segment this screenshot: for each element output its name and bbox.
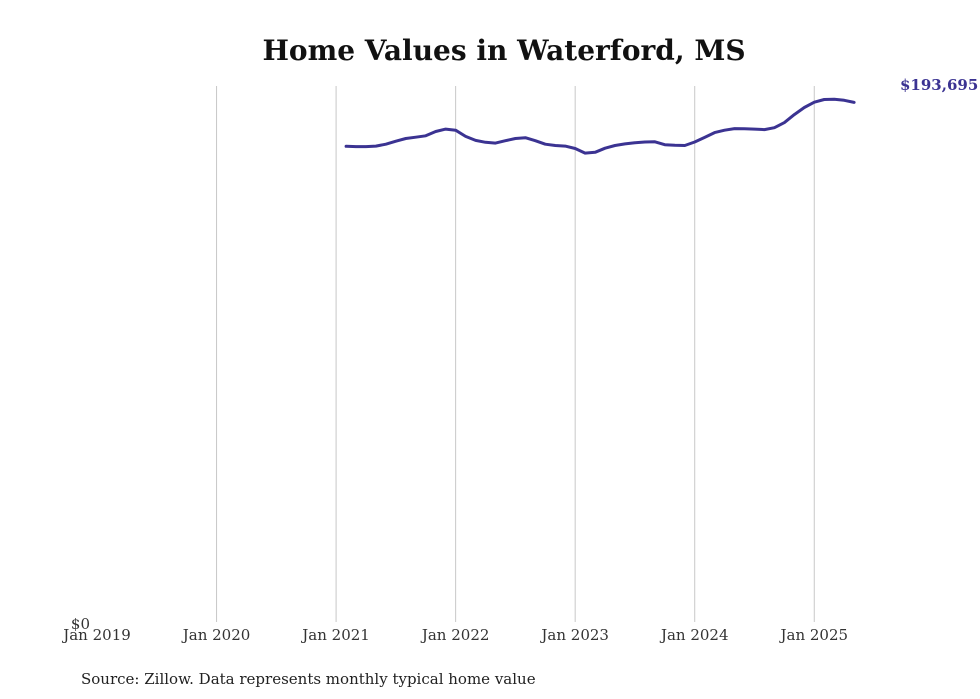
x-tick-label: Jan 2023	[539, 626, 609, 644]
data-point	[405, 138, 407, 140]
x-tick-label: Jan 2020	[181, 626, 251, 644]
data-point	[584, 152, 586, 154]
data-point	[365, 146, 367, 148]
y-tick-label-zero: $0	[71, 615, 90, 633]
series-line	[344, 97, 856, 155]
data-point	[594, 151, 596, 153]
series-layer	[344, 97, 856, 155]
data-point	[644, 141, 646, 143]
data-point	[445, 128, 447, 130]
data-point	[714, 132, 716, 134]
data-point	[764, 129, 766, 131]
data-point	[435, 131, 437, 133]
data-point	[833, 98, 835, 100]
chart-title: Home Values in Waterford, MS	[262, 34, 745, 67]
data-point	[385, 143, 387, 145]
data-point	[514, 138, 516, 140]
data-point	[614, 145, 616, 147]
data-point	[654, 141, 656, 143]
data-point	[793, 114, 795, 116]
x-tick-label: Jan 2022	[420, 626, 490, 644]
data-point	[455, 129, 457, 131]
data-point	[843, 99, 845, 101]
end-value-label: $193,695	[900, 76, 978, 94]
data-point	[425, 135, 427, 137]
data-point	[534, 140, 536, 142]
data-point	[624, 143, 626, 145]
data-point	[773, 127, 775, 129]
data-point	[634, 142, 636, 144]
data-point	[604, 147, 606, 149]
data-point	[803, 107, 805, 109]
data-point	[734, 128, 736, 130]
source-note: Source: Zillow. Data represents monthly …	[81, 670, 536, 688]
data-point	[754, 128, 756, 130]
data-point	[823, 99, 825, 101]
data-point	[744, 128, 746, 130]
data-point	[694, 141, 696, 143]
x-tick-label: Jan 2021	[300, 626, 370, 644]
data-point	[684, 145, 686, 147]
data-point	[355, 146, 357, 148]
data-point	[664, 144, 666, 146]
gridlines	[216, 86, 815, 622]
data-point	[475, 139, 477, 141]
data-point	[783, 122, 785, 124]
data-point	[465, 135, 467, 137]
x-tick-label: Jan 2025	[778, 626, 848, 644]
data-point	[853, 101, 855, 103]
data-point	[564, 145, 566, 147]
data-point	[704, 136, 706, 138]
data-point	[524, 137, 526, 139]
data-point	[395, 140, 397, 142]
data-point	[574, 148, 576, 150]
data-point	[375, 145, 377, 147]
data-point	[813, 101, 815, 103]
data-point	[674, 144, 676, 146]
x-tick-label: Jan 2019	[61, 626, 131, 644]
data-point	[724, 129, 726, 131]
data-point	[415, 136, 417, 138]
data-point	[485, 141, 487, 143]
data-point	[495, 142, 497, 144]
data-point	[544, 143, 546, 145]
x-tick-label: Jan 2024	[659, 626, 729, 644]
data-point	[554, 145, 556, 147]
data-point	[345, 145, 347, 147]
data-point	[504, 140, 506, 142]
x-axis-ticks: Jan 2019 Jan 2020 Jan 2021 Jan 2022 Jan 2023…	[61, 626, 848, 644]
